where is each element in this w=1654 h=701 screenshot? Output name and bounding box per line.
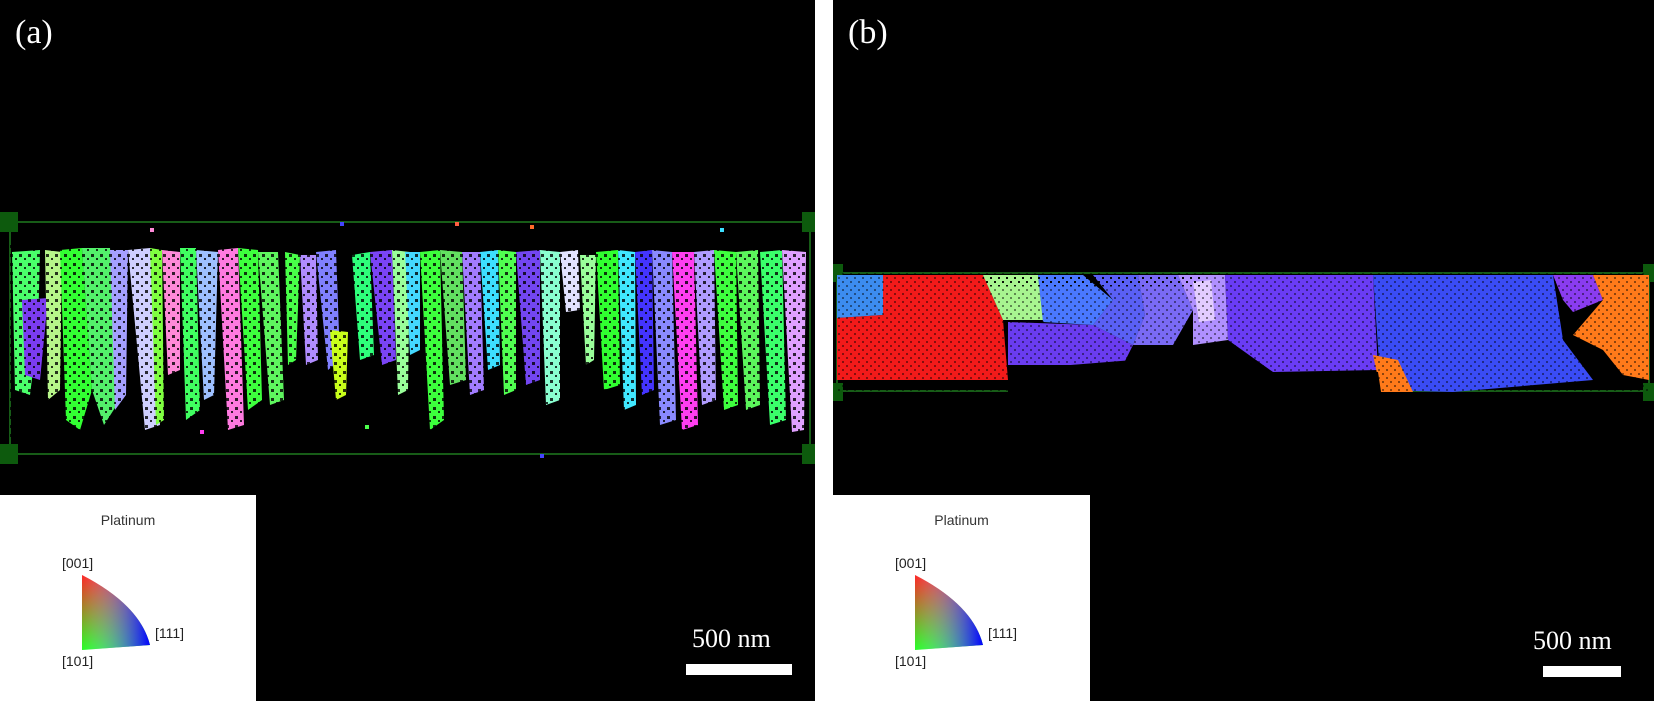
ebsd-map-coarse-grains [833, 264, 1654, 401]
ebsd-panel-b: (b) Platinum [001] [111] [101] 500 nm [833, 0, 1654, 701]
ipf-label-001: [001] [62, 555, 94, 571]
frame-handle [0, 444, 18, 464]
ipf-label-101: [101] [895, 653, 927, 669]
frame-handle [802, 212, 815, 232]
ipf-legend: Platinum [001] [111] [101] [0, 495, 256, 701]
panel-label: (a) [15, 14, 53, 51]
scale-bar [686, 664, 792, 675]
ipf-color-triangle [915, 575, 983, 650]
ipf-legend: Platinum [001] [111] [101] [833, 495, 1090, 701]
scale-bar [1543, 666, 1621, 677]
ipf-color-triangle [82, 575, 150, 650]
frame-handle [833, 383, 843, 401]
unindexed-region [1008, 350, 1381, 392]
noise-overlay [983, 276, 1203, 286]
legend-title: Platinum [100, 512, 156, 528]
ipf-label-101: [101] [62, 653, 94, 669]
frame-handle [802, 444, 815, 464]
noise-overlay [10, 245, 810, 440]
ebsd-panel-a: (a) Platinum [001] [111] [101] 500 nm [0, 0, 815, 701]
ipf-label-001: [001] [895, 555, 927, 571]
scale-bar-label: 500 nm [692, 624, 771, 653]
ipf-label-111: [111] [155, 625, 185, 641]
ipf-label-111: [111] [988, 625, 1018, 641]
frame-handle [1643, 383, 1654, 401]
scale-bar-label: 500 nm [1533, 626, 1612, 655]
ebsd-map-columnar-grains [0, 212, 815, 464]
frame-handle [0, 212, 18, 232]
legend-title: Platinum [934, 512, 989, 528]
panel-label: (b) [848, 14, 888, 51]
stray-pixels [150, 222, 724, 458]
